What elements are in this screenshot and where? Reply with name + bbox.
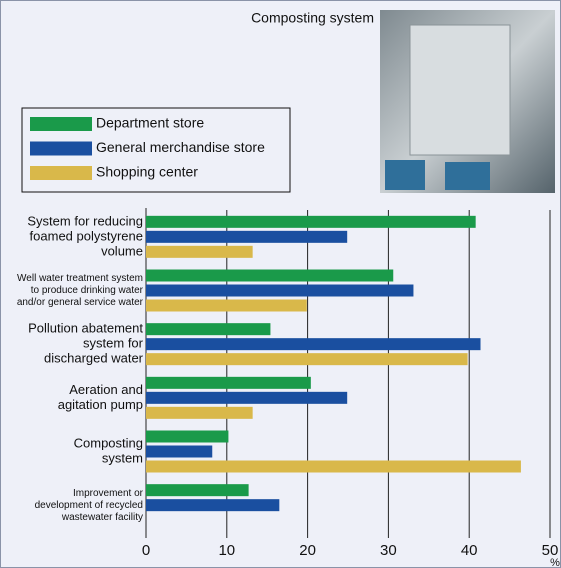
bar (146, 445, 213, 458)
bar (146, 230, 348, 243)
bar (146, 406, 253, 419)
bar (146, 430, 229, 443)
y-tick-label: discharged water (44, 351, 144, 366)
y-tick-label: agitation pump (58, 397, 143, 412)
y-tick-label: system for (83, 336, 144, 351)
bar (146, 391, 348, 404)
y-tick-label: volume (101, 243, 143, 258)
bar (146, 323, 271, 336)
legend-label: Department store (96, 115, 204, 131)
y-tick-label: wastewater facility (61, 512, 143, 523)
photo-caption: Composting system (251, 10, 374, 26)
legend-swatch (30, 117, 92, 131)
bar (146, 353, 468, 366)
bar (146, 299, 307, 312)
legend-label: Shopping center (96, 164, 198, 180)
x-tick-label: 30 (380, 542, 397, 559)
x-tick-label: 20 (299, 542, 316, 559)
y-tick-label: to produce drinking water (31, 285, 144, 296)
y-tick-label: foamed polystyrene (30, 228, 143, 243)
bar (146, 215, 476, 228)
y-tick-label: Aeration and (69, 382, 143, 397)
legend-label: General merchandise store (96, 139, 265, 155)
y-tick-label: system (102, 450, 143, 465)
legend-swatch (30, 141, 92, 156)
y-tick-label: Composting (74, 435, 143, 450)
legend-swatch (30, 166, 92, 180)
x-tick-label: 0 (142, 542, 150, 559)
y-tick-label: Improvement or (73, 488, 144, 499)
bar (146, 376, 311, 389)
x-axis-label: % (550, 557, 560, 568)
photo-machine (409, 24, 511, 156)
x-tick-label: 10 (218, 542, 235, 559)
y-tick-label: and/or general service water (17, 297, 144, 308)
photo-bin (445, 162, 490, 190)
bar (146, 245, 253, 258)
bar (146, 269, 394, 282)
y-tick-label: Well water treatment system (17, 273, 143, 284)
y-tick-label: Pollution abatement (28, 321, 143, 336)
y-tick-label: development of recycled (35, 500, 143, 511)
photo-bin (385, 160, 425, 190)
bar (146, 484, 249, 497)
legend (21, 107, 291, 193)
bar (146, 338, 481, 351)
bar (146, 284, 414, 297)
bar (146, 460, 521, 473)
x-tick-label: 40 (461, 542, 478, 559)
x-tick-label: 50 (542, 542, 559, 559)
y-tick-label: System for reducing (27, 213, 143, 228)
bar (146, 499, 280, 512)
